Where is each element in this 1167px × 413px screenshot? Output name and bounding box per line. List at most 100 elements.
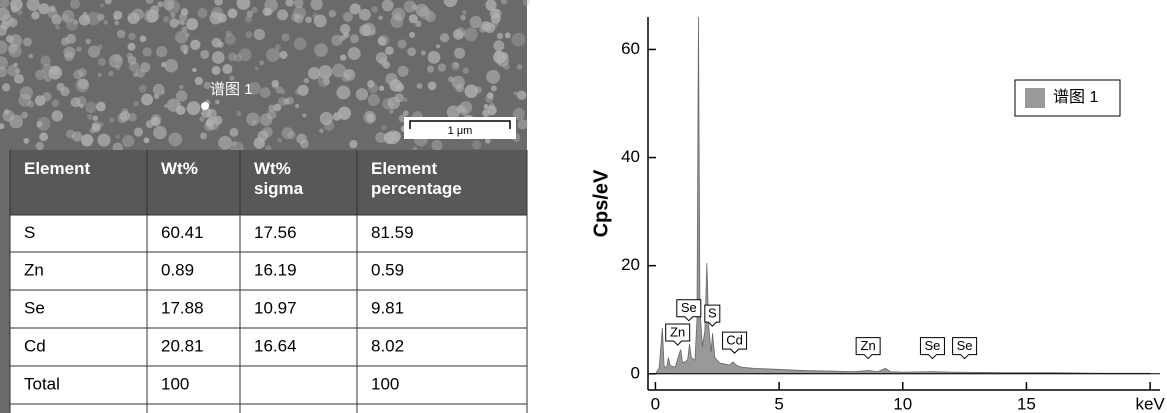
particle <box>55 25 61 30</box>
particle <box>143 137 150 144</box>
particle <box>70 0 81 10</box>
particle <box>185 32 190 37</box>
particle <box>211 51 225 64</box>
particle <box>485 0 497 11</box>
particle <box>355 88 369 101</box>
particle <box>469 15 482 29</box>
spot-marker <box>201 102 209 110</box>
particle <box>168 132 183 147</box>
particle <box>420 50 426 56</box>
header-cell: Element <box>24 159 90 178</box>
particle <box>461 10 467 15</box>
particle <box>36 120 43 127</box>
particle <box>279 50 288 59</box>
particle <box>307 67 321 80</box>
annotation-box <box>704 304 721 327</box>
particle <box>322 78 330 86</box>
particle <box>378 85 385 91</box>
particle <box>16 9 23 16</box>
particle <box>331 34 343 46</box>
particle <box>21 111 28 119</box>
particle <box>265 145 272 152</box>
particle <box>133 72 138 77</box>
particle <box>0 40 8 55</box>
particle <box>97 72 102 77</box>
particle <box>268 104 276 112</box>
particle <box>138 84 147 93</box>
particle <box>113 10 123 20</box>
particle <box>402 97 408 103</box>
particle <box>133 100 139 107</box>
particle <box>511 32 526 47</box>
particle <box>323 120 335 131</box>
y-axis-label: Cps/eV <box>590 169 612 237</box>
particle <box>51 110 63 122</box>
particle <box>181 26 188 33</box>
particle <box>386 130 401 145</box>
particle <box>100 3 105 8</box>
particle <box>312 13 319 19</box>
particle <box>36 123 42 129</box>
particle <box>484 94 494 104</box>
particle <box>140 62 151 73</box>
table-cell: 20.81 <box>161 336 204 355</box>
particle <box>97 57 106 66</box>
particle <box>200 49 210 59</box>
chart: 0 20 40 60 0 5 10 15 keV Cps/eV Se S Zn Cd Zn Se Se 谱图 1 <box>590 16 1165 413</box>
particle <box>394 12 401 19</box>
particle <box>407 47 416 57</box>
annotation-box <box>855 337 881 360</box>
particle <box>70 97 81 108</box>
particle <box>251 6 258 14</box>
particle <box>453 62 459 68</box>
particle <box>370 29 377 36</box>
particle <box>86 114 93 120</box>
particle <box>349 34 359 44</box>
particle <box>375 52 388 64</box>
particle <box>382 97 394 110</box>
particle <box>412 146 418 151</box>
particle <box>494 50 502 57</box>
y-tick-label: 60 <box>621 39 640 58</box>
legend-label: 谱图 1 <box>1053 88 1098 106</box>
particle <box>0 0 10 8</box>
particle <box>487 105 497 116</box>
particle <box>294 103 300 109</box>
particle <box>164 58 179 73</box>
particle <box>162 0 175 10</box>
header-cell: Element percentage <box>371 159 462 198</box>
particle <box>391 7 406 22</box>
particle <box>500 52 509 60</box>
particle <box>481 21 492 32</box>
particle <box>229 75 235 81</box>
particle <box>339 23 351 35</box>
particle <box>265 8 273 16</box>
table-cell: Se <box>24 298 45 317</box>
particle <box>163 16 170 23</box>
particle <box>310 0 323 11</box>
particle <box>424 11 436 23</box>
particle <box>129 61 140 72</box>
table-cell: Zn <box>24 260 44 279</box>
table-cell: Cd <box>24 336 46 355</box>
particle <box>236 0 251 10</box>
particle <box>522 0 530 6</box>
particle <box>97 133 111 147</box>
x-tick-label: 5 <box>774 394 783 413</box>
particle <box>415 20 422 28</box>
particle <box>139 35 147 43</box>
particle <box>516 90 527 100</box>
annotation-box <box>722 331 748 354</box>
particle <box>61 9 75 23</box>
particle <box>427 50 441 64</box>
particle <box>197 8 208 19</box>
legend-swatch <box>1025 88 1045 108</box>
particle <box>262 126 273 138</box>
particle <box>303 77 310 84</box>
particle <box>222 63 233 75</box>
particle <box>342 11 353 22</box>
particle <box>156 45 168 58</box>
particle <box>253 28 265 41</box>
particle <box>8 44 22 58</box>
particle <box>199 116 205 122</box>
